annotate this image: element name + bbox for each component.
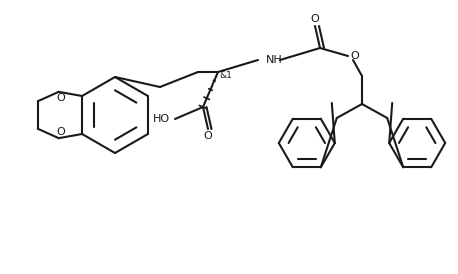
Text: &1: &1 (219, 72, 233, 81)
Text: O: O (204, 131, 213, 141)
Text: O: O (56, 93, 65, 103)
Text: O: O (351, 51, 360, 61)
Text: HO: HO (153, 114, 169, 124)
Text: NH: NH (266, 55, 283, 65)
Text: O: O (311, 14, 319, 24)
Text: O: O (56, 127, 65, 137)
